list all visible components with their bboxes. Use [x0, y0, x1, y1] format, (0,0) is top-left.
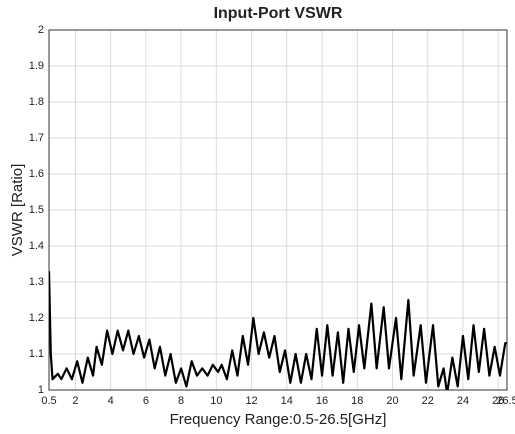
x-tick-label: 26.5	[496, 395, 515, 407]
x-tick-label: 0.5	[41, 395, 56, 407]
y-tick-label: 1.2	[29, 312, 44, 324]
x-tick-label: 20	[386, 395, 398, 407]
plot-frame	[48, 29, 508, 391]
x-tick-label: 22	[422, 395, 434, 407]
x-tick-label: 24	[457, 395, 469, 407]
data-line	[49, 271, 507, 390]
y-tick-label: 1.9	[29, 60, 44, 72]
y-tick-label: 1.4	[29, 240, 44, 252]
y-tick-label: 1.3	[29, 276, 44, 288]
x-axis-label: Frequency Range:0.5-26.5[GHz]	[170, 411, 387, 428]
y-tick-label: 1	[38, 384, 44, 396]
x-tick-label: 6	[143, 395, 149, 407]
y-axis-label: VSWR [Ratio]	[9, 164, 26, 257]
x-tick-label: 8	[178, 395, 184, 407]
x-tick-label: 4	[108, 395, 114, 407]
y-tick-label: 1.1	[29, 348, 44, 360]
y-tick-label: 1.5	[29, 204, 44, 216]
y-tick-label: 1.7	[29, 132, 44, 144]
x-tick-label: 16	[316, 395, 328, 407]
x-tick-label: 14	[281, 395, 293, 407]
x-tick-label: 2	[72, 395, 78, 407]
x-tick-label: 26	[492, 395, 504, 407]
y-tick-label: 1.8	[29, 96, 44, 108]
y-tick-label: 2	[38, 24, 44, 36]
x-tick-label: 12	[245, 395, 257, 407]
x-tick-label: 18	[351, 395, 363, 407]
y-tick-label: 1.6	[29, 168, 44, 180]
chart-title: Input-Port VSWR	[214, 5, 343, 22]
x-tick-label: 10	[210, 395, 222, 407]
